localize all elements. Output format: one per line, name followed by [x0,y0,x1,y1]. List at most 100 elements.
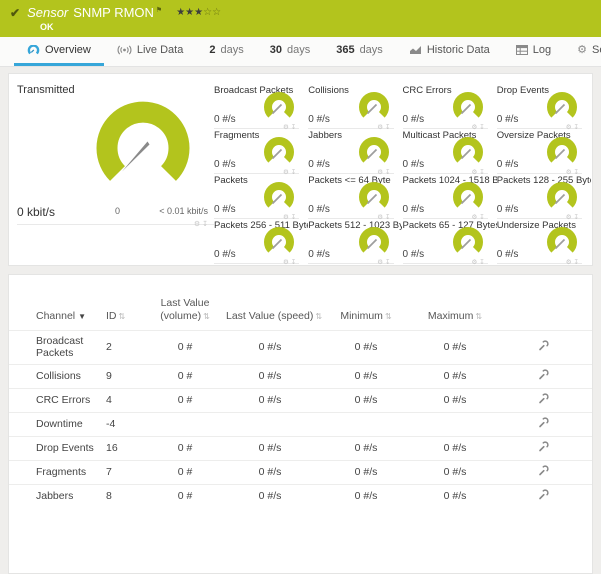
column-header-minimum[interactable]: Minimum ⇅ [340,310,392,323]
column-header-last-value-volume[interactable]: Last Value (volume) ⇅ [160,297,210,323]
gauge-actions[interactable]: ⚙↧ [471,213,486,221]
gauge-dial[interactable] [449,226,487,260]
channel-settings-wrench-icon[interactable] [538,489,549,503]
gauge-actions[interactable]: ⚙↧ [566,213,581,221]
gear-icon[interactable]: ⚙ [471,259,480,266]
pin-icon[interactable]: ↧ [290,214,299,221]
gear-icon[interactable]: ⚙ [471,169,480,176]
stars-empty[interactable]: ☆☆ [203,7,222,18]
pin-icon[interactable]: ↧ [385,259,393,266]
gear-icon[interactable]: ⚙ [565,214,574,221]
tab-overview[interactable]: Overview [14,37,104,66]
gauge-dial[interactable] [355,181,393,215]
pin-icon[interactable]: ↧ [479,124,487,131]
gauge-dial[interactable] [355,91,393,125]
pin-icon[interactable]: ↧ [290,124,299,131]
sort-icon[interactable]: ⇅ [475,312,483,322]
gauge-actions[interactable]: ⚙↧ [471,258,486,266]
gauge-actions[interactable]: ⚙↧ [471,168,486,176]
pin-icon[interactable]: ↧ [573,124,581,131]
channel-settings-wrench-icon[interactable] [538,369,549,383]
gauge-actions[interactable]: ⚙↧ [283,168,298,176]
gauge-dial[interactable] [543,136,581,170]
primary-gauge-dial[interactable] [89,96,197,200]
gear-icon[interactable]: ⚙ [282,169,291,176]
gauge-dial[interactable] [260,181,298,215]
gauge-dial[interactable] [355,226,393,260]
gear-icon[interactable]: ⚙ [565,259,574,266]
gauge-actions[interactable]: ⚙↧ [566,168,581,176]
channel-settings-wrench-icon[interactable] [538,465,549,479]
gauge-dial[interactable] [449,136,487,170]
gauge-actions[interactable]: ⚙↧ [377,168,392,176]
tab-30-days[interactable]: 30 days [257,37,324,66]
tab-2-days[interactable]: 2 days [196,37,256,66]
sort-icon[interactable]: ⇅ [118,312,126,322]
tab-365-days[interactable]: 365 days [323,37,396,66]
gauge-dial[interactable] [543,91,581,125]
pin-icon[interactable]: ↧ [573,259,581,266]
gauge-actions[interactable]: ⚙↧ [283,258,298,266]
pin-icon[interactable]: ↧ [573,214,581,221]
priority-stars[interactable]: ★★★☆☆ [176,7,221,18]
channel-settings-wrench-icon[interactable] [538,393,549,407]
gear-icon[interactable]: ⚙ [282,124,291,131]
gear-icon[interactable]: ⚙ [377,214,386,221]
pin-icon[interactable]: ↧ [385,169,393,176]
tab-settings[interactable]: ⚙ Settings [564,37,601,66]
gauge-dial[interactable] [260,136,298,170]
sort-icon[interactable]: ⇅ [315,312,323,322]
tab-log[interactable]: Log [503,37,564,66]
gauge-dial[interactable] [449,91,487,125]
gear-icon[interactable]: ⚙ [565,169,574,176]
gauge-dial[interactable] [260,91,298,125]
pin-icon[interactable]: ↧ [202,221,210,228]
gauge-dial[interactable] [543,226,581,260]
pin-icon[interactable]: ↧ [290,169,299,176]
channel-settings-wrench-icon[interactable] [538,340,549,354]
pin-icon[interactable]: ↧ [479,259,487,266]
gear-icon[interactable]: ⚙ [377,169,386,176]
gear-icon[interactable]: ⚙ [282,259,291,266]
gauge-actions[interactable]: ⚙↧ [377,213,392,221]
gauge-dial[interactable] [449,181,487,215]
column-header-maximum[interactable]: Maximum ⇅ [427,310,483,323]
pin-icon[interactable]: ↧ [385,124,393,131]
channel-settings-wrench-icon[interactable] [538,441,549,455]
gear-icon[interactable]: ⚙ [193,221,203,228]
pin-icon[interactable]: ↧ [479,214,487,221]
gear-icon[interactable]: ⚙ [377,259,386,266]
sort-desc-icon[interactable]: ▼ [78,312,87,322]
gear-icon[interactable]: ⚙ [565,124,574,131]
pin-icon[interactable]: ↧ [290,259,299,266]
gear-icon[interactable]: ⚙ [471,124,480,131]
pin-icon[interactable]: ↧ [385,214,393,221]
gauge-actions[interactable]: ⚙↧ [471,123,486,131]
column-header-last-value-speed[interactable]: Last Value (speed) ⇅ [226,310,323,323]
sort-icon[interactable]: ⇅ [384,312,392,322]
gauge-actions[interactable]: ⚙↧ [377,123,392,131]
gauge-dial[interactable] [543,181,581,215]
gear-icon[interactable]: ⚙ [282,214,291,221]
gauge-title: Undersize Packets [496,220,576,231]
sort-icon[interactable]: ⇅ [203,312,210,322]
tab-live-data[interactable]: Live Data [104,37,196,66]
gauge-actions[interactable]: ⚙↧ [194,220,210,228]
flag-icon[interactable]: ⚑ [155,7,163,14]
gauge-actions[interactable]: ⚙↧ [566,123,581,131]
tab-historic-data[interactable]: Historic Data [396,37,503,66]
gauge-actions[interactable]: ⚙↧ [283,123,298,131]
pin-icon[interactable]: ↧ [573,169,581,176]
pin-icon[interactable]: ↧ [479,169,487,176]
gear-icon[interactable]: ⚙ [471,214,480,221]
gauge-actions[interactable]: ⚙↧ [283,213,298,221]
channel-settings-wrench-icon[interactable] [538,417,549,431]
gauge-actions[interactable]: ⚙↧ [566,258,581,266]
gear-icon[interactable]: ⚙ [377,124,386,131]
column-header-id[interactable]: ID ⇅ [106,310,126,323]
gauge-dial[interactable] [260,226,298,260]
column-header-channel[interactable]: Channel ▼ [36,310,87,323]
gauge-actions[interactable]: ⚙↧ [377,258,392,266]
gauge-dial[interactable] [355,136,393,170]
stars-filled[interactable]: ★★★ [176,7,204,18]
